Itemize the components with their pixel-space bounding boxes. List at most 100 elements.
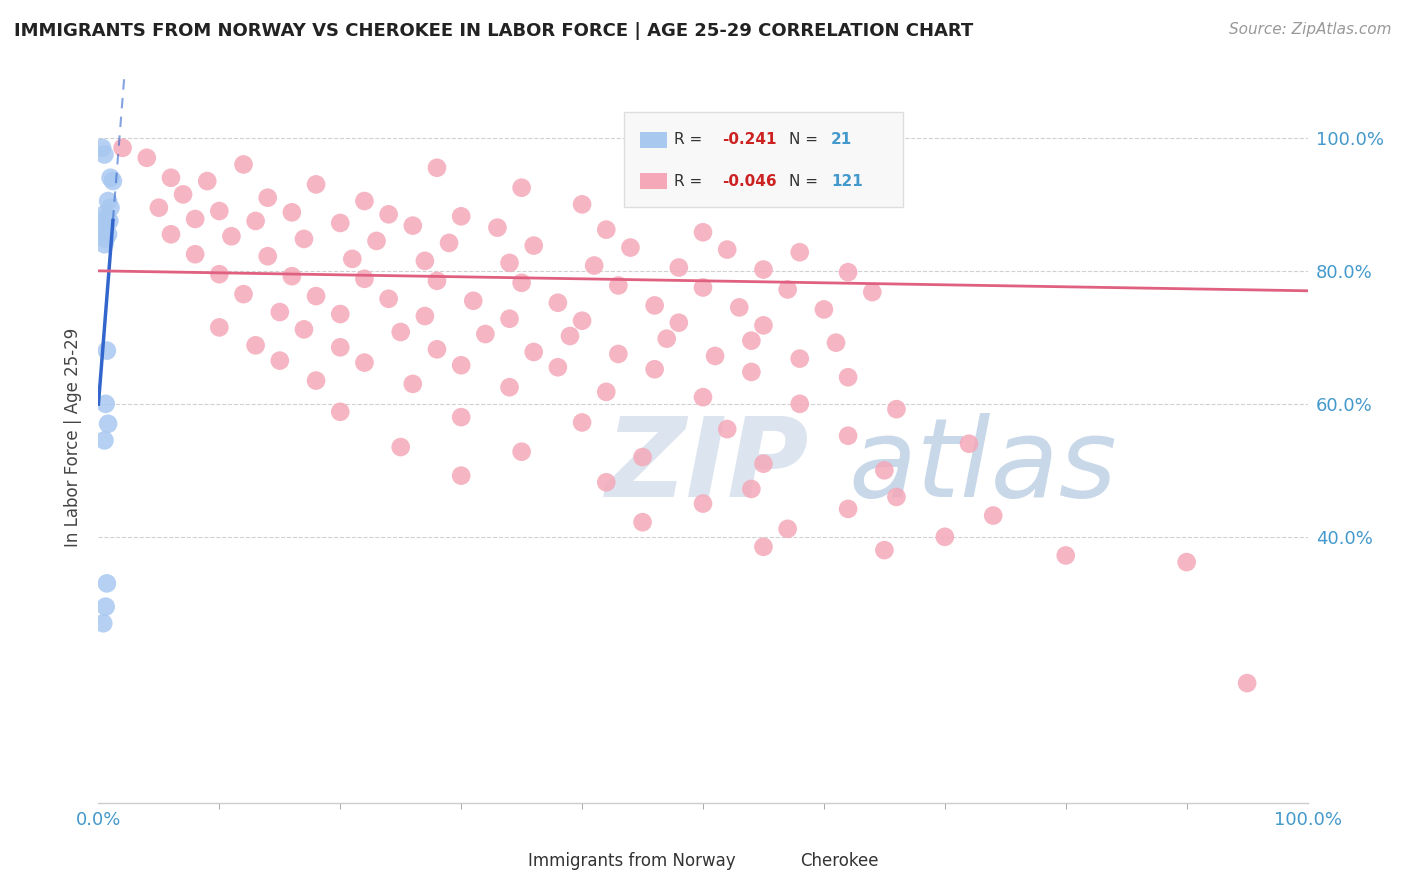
Y-axis label: In Labor Force | Age 25-29: In Labor Force | Age 25-29	[63, 327, 82, 547]
Point	[981, 508, 1004, 523]
Point	[94, 219, 117, 233]
Point	[450, 210, 472, 224]
Text: Source: ZipAtlas.com: Source: ZipAtlas.com	[1229, 22, 1392, 37]
Point	[184, 211, 207, 226]
Point	[413, 309, 436, 323]
Bar	[640, 132, 666, 148]
Point	[329, 340, 352, 354]
Point	[789, 245, 811, 260]
Point	[450, 468, 472, 483]
Point	[655, 332, 678, 346]
Point	[740, 334, 762, 348]
Point	[463, 293, 485, 308]
Point	[510, 444, 533, 458]
Text: -0.046: -0.046	[723, 174, 778, 188]
Text: IMMIGRANTS FROM NORWAY VS CHEROKEE IN LABOR FORCE | AGE 25-29 CORRELATION CHART: IMMIGRANTS FROM NORWAY VS CHEROKEE IN LA…	[14, 22, 973, 40]
Point	[776, 522, 799, 536]
Point	[644, 298, 666, 312]
Point	[97, 194, 120, 208]
Point	[305, 178, 328, 192]
Point	[245, 214, 267, 228]
Point	[571, 197, 593, 211]
Point	[510, 276, 533, 290]
Point	[752, 540, 775, 554]
Point	[619, 241, 641, 255]
Text: N =: N =	[789, 132, 823, 147]
Point	[450, 410, 472, 425]
Point	[837, 370, 859, 384]
Point	[1054, 549, 1077, 563]
Point	[668, 260, 690, 275]
Point	[366, 234, 388, 248]
FancyBboxPatch shape	[624, 112, 903, 207]
Point	[195, 174, 218, 188]
Point	[860, 285, 883, 299]
Point	[1236, 676, 1258, 690]
Point	[160, 227, 183, 242]
Point	[353, 272, 375, 286]
Point	[232, 287, 254, 301]
Point	[91, 224, 114, 238]
Point	[837, 502, 859, 516]
Point	[523, 238, 546, 252]
Point	[377, 207, 399, 221]
Point	[813, 302, 835, 317]
Point	[583, 259, 606, 273]
Point	[595, 475, 617, 490]
Point	[292, 322, 315, 336]
Point	[740, 365, 762, 379]
Point	[101, 174, 124, 188]
Text: atlas: atlas	[848, 413, 1116, 520]
Point	[607, 278, 630, 293]
Point	[281, 269, 304, 284]
Point	[486, 220, 509, 235]
Point	[402, 219, 425, 233]
Point	[607, 347, 630, 361]
Point	[631, 515, 654, 529]
Point	[474, 326, 496, 341]
Point	[704, 349, 727, 363]
Point	[873, 543, 896, 558]
Point	[100, 201, 122, 215]
Point	[148, 201, 170, 215]
Point	[873, 463, 896, 477]
Point	[789, 351, 811, 366]
Point	[776, 283, 799, 297]
Point	[740, 482, 762, 496]
Point	[523, 345, 546, 359]
Point	[450, 358, 472, 372]
Text: ZIP: ZIP	[606, 413, 810, 520]
Point	[96, 576, 118, 591]
Point	[94, 599, 117, 614]
Text: -0.241: -0.241	[723, 132, 778, 147]
Point	[716, 243, 738, 257]
Point	[94, 397, 117, 411]
Text: N =: N =	[789, 174, 823, 188]
Point	[256, 191, 278, 205]
Point	[595, 222, 617, 236]
Point	[668, 316, 690, 330]
Point	[752, 262, 775, 277]
Point	[96, 343, 118, 358]
Text: R =: R =	[673, 174, 707, 188]
Point	[402, 376, 425, 391]
Bar	[769, 854, 790, 870]
Point	[789, 397, 811, 411]
Point	[571, 416, 593, 430]
Point	[208, 204, 231, 219]
Point	[94, 232, 117, 246]
Point	[377, 292, 399, 306]
Point	[498, 380, 520, 394]
Point	[1175, 555, 1198, 569]
Point	[111, 141, 134, 155]
Point	[93, 434, 115, 448]
Point	[389, 440, 412, 454]
Point	[752, 457, 775, 471]
Point	[269, 353, 291, 368]
Point	[692, 390, 714, 404]
Bar	[498, 854, 519, 870]
Point	[96, 211, 118, 225]
Text: 121: 121	[831, 174, 863, 188]
Point	[91, 616, 114, 631]
Point	[510, 180, 533, 194]
